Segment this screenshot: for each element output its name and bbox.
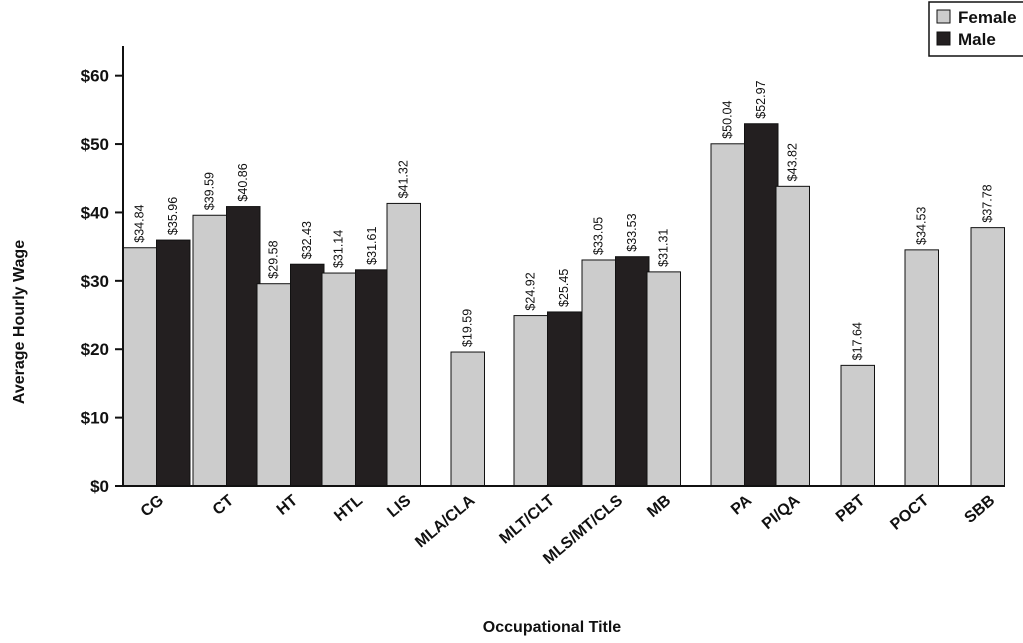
bar-female-pa	[710, 143, 745, 487]
bar-female-mb	[646, 271, 681, 487]
x-tick-label-pa: PA	[728, 492, 755, 519]
legend: Female Male	[928, 1, 1023, 57]
y-tick-label: $10	[81, 409, 109, 428]
x-axis-title: Occupational Title	[483, 619, 622, 636]
y-tick-label: $40	[81, 203, 109, 222]
data-label-male-ct: $40.86	[236, 163, 250, 201]
data-label-female-pa: $50.04	[721, 101, 735, 139]
bar-female-mls-mt-cls	[581, 259, 616, 487]
data-label-female-pi-qa: $43.82	[786, 143, 800, 181]
bar-female-sbb	[970, 227, 1005, 487]
bar-female-mlt-clt	[513, 315, 548, 487]
legend-swatch-male	[936, 31, 951, 46]
y-tick-label: $50	[81, 135, 109, 154]
data-label-male-pa: $52.97	[754, 80, 768, 118]
bar-female-poct	[904, 249, 939, 487]
bar-male-ht	[290, 263, 325, 487]
x-tick-label-ht: HT	[274, 492, 301, 519]
bar-female-cg	[122, 247, 157, 487]
data-label-female-mls-mt-cls: $33.05	[592, 217, 606, 255]
data-label-female-mb: $31.31	[657, 229, 671, 267]
legend-box	[928, 1, 1023, 57]
data-label-female-htl: $31.14	[332, 230, 346, 268]
bar-female-pbt	[840, 364, 875, 487]
data-label-male-mlt-clt: $25.45	[557, 269, 571, 307]
bar-male-htl	[355, 269, 390, 487]
data-label-female-sbb: $37.78	[981, 184, 995, 222]
y-tick-label: $60	[81, 67, 109, 86]
bar-female-pi-qa	[775, 185, 810, 487]
legend-label-female: Female	[958, 8, 1017, 27]
data-label-female-ct: $39.59	[203, 172, 217, 210]
bar-male-pa	[744, 123, 779, 487]
bar-male-cg	[156, 239, 191, 487]
data-label-female-cg: $34.84	[133, 204, 147, 242]
bar-female-ht	[256, 283, 291, 487]
x-tick-label-htl: HTL	[331, 492, 366, 525]
data-label-female-ht: $29.58	[267, 240, 281, 278]
bars-layer	[122, 123, 1005, 487]
bar-male-mls-mt-cls	[615, 256, 650, 487]
x-tick-label-lis: LIS	[384, 492, 414, 521]
legend-label-male: Male	[958, 30, 996, 49]
x-tick-label-poct: POCT	[887, 492, 932, 534]
y-ticks-layer: $0 $10 $20 $30 $40 $50 $60	[81, 67, 123, 496]
bar-female-ct	[192, 214, 227, 487]
x-tick-label-pi-qa: PI/QA	[759, 492, 804, 533]
y-axis-title: Average Hourly Wage	[11, 240, 28, 404]
x-tick-label-cg: CG	[138, 492, 167, 520]
y-tick-label: $30	[81, 272, 109, 291]
data-labels-layer: $34.84 $35.96 $39.59 $40.86 $29.58 $32.43 $31.…	[133, 80, 995, 360]
bar-male-ct	[226, 206, 261, 487]
data-label-male-ht: $32.43	[300, 221, 314, 259]
y-tick-label: $20	[81, 340, 109, 359]
data-label-female-mla-cla: $19.59	[461, 309, 475, 347]
data-label-female-pbt: $17.64	[851, 322, 865, 360]
x-tick-label-mla-cla: MLA/CLA	[412, 492, 478, 552]
data-label-female-mlt-clt: $24.92	[524, 272, 538, 310]
data-label-female-poct: $34.53	[915, 207, 929, 245]
legend-swatch-female	[936, 9, 951, 24]
y-tick-label: $0	[90, 477, 109, 496]
x-tick-label-mlt-clt: MLT/CLT	[497, 492, 559, 548]
x-tick-label-mb: MB	[644, 492, 674, 521]
bar-female-lis	[386, 202, 421, 487]
bar-female-htl	[321, 272, 356, 487]
data-label-male-htl: $31.61	[365, 227, 379, 265]
bar-male-mlt-clt	[547, 311, 582, 487]
data-label-male-mls-mt-cls: $33.53	[625, 213, 639, 251]
x-tick-label-pbt: PBT	[833, 492, 869, 526]
x-tick-label-sbb: SBB	[962, 492, 999, 527]
x-tick-label-ct: CT	[210, 492, 237, 519]
data-label-female-lis: $41.32	[397, 160, 411, 198]
data-label-male-cg: $35.96	[166, 197, 180, 235]
bar-female-mla-cla	[450, 351, 485, 487]
